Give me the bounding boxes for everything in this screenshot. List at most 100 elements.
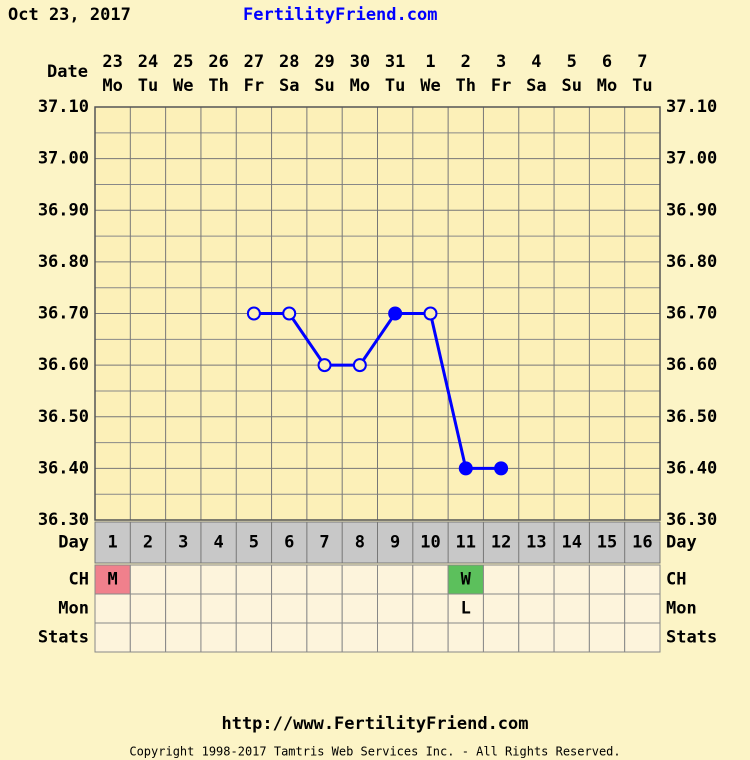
y2-tick-label: 36.60 [666, 355, 717, 375]
cycle-day: 3 [178, 533, 188, 553]
temperature-point [317, 358, 332, 373]
cycle-day: 14 [561, 533, 581, 553]
row-cell [518, 564, 555, 595]
plot-border [94, 106, 661, 521]
copyright: Copyright 1998-2017 Tamtris Web Services… [129, 745, 620, 759]
row-cell [553, 564, 590, 595]
cell-text: W [461, 570, 472, 590]
date-label: 31 [385, 52, 405, 72]
cycle-day: 16 [632, 533, 652, 553]
row-cell [94, 564, 131, 595]
row-cell [412, 593, 449, 624]
date-label: 30 [350, 52, 370, 72]
y2-tick-label: 36.70 [666, 304, 717, 324]
temperature-point [494, 461, 509, 476]
cycle-day: 8 [355, 533, 365, 553]
row-cell [624, 564, 661, 595]
row-label-right: Stats [666, 628, 717, 648]
y-tick-label: 36.60 [38, 355, 89, 375]
row-cell [412, 564, 449, 595]
cell-text: L [461, 599, 471, 619]
cycle-day: 10 [420, 533, 440, 553]
chart-date: Oct 23, 2017 [8, 5, 131, 25]
weekday-label: Su [561, 76, 581, 96]
cycle-day: 4 [213, 533, 223, 553]
weekday-label: Mo [102, 76, 122, 96]
row-cell [588, 564, 626, 595]
date-label: 6 [602, 52, 612, 72]
date-label: 27 [244, 52, 264, 72]
row-cell [377, 622, 414, 653]
weekday-label: Tu [138, 76, 158, 96]
y2-tick-label: 37.00 [666, 149, 717, 169]
y2-tick-label: 36.80 [666, 252, 717, 272]
cycle-day: 13 [526, 533, 546, 553]
cycle-day: 12 [491, 533, 511, 553]
row-cell [553, 593, 590, 624]
cell-text: M [108, 570, 118, 590]
weekday-label: Sa [279, 76, 299, 96]
y-tick-label: 36.30 [38, 510, 89, 530]
row-cell [588, 593, 626, 624]
row-label: Stats [38, 628, 89, 648]
row-cell [94, 622, 131, 653]
cycle-day: 15 [597, 533, 617, 553]
row-cell [235, 593, 273, 624]
y2-tick-label: 36.40 [666, 458, 717, 478]
row-cell [482, 564, 520, 595]
row-cell [447, 564, 484, 595]
date-label: 28 [279, 52, 299, 72]
date-label: 3 [496, 52, 506, 72]
row-cell [94, 593, 131, 624]
day-label: Day [58, 533, 89, 553]
row-cell [200, 622, 237, 653]
row-cell [200, 593, 237, 624]
row-cell [129, 593, 167, 624]
y-tick-label: 36.50 [38, 407, 89, 427]
row-cell [624, 593, 661, 624]
row-cell [271, 622, 308, 653]
y2-tick-label: 36.90 [666, 200, 717, 220]
row-cell [165, 564, 202, 595]
row-cell [624, 622, 661, 653]
cycle-day: 9 [390, 533, 400, 553]
temperature-point [388, 306, 403, 321]
y-tick-label: 37.10 [38, 97, 89, 117]
y-tick-label: 36.80 [38, 252, 89, 272]
row-cell [271, 564, 308, 595]
row-cell [165, 593, 202, 624]
weekday-label: Fr [244, 76, 264, 96]
row-cell [235, 622, 273, 653]
row-cell [412, 622, 449, 653]
row-cell [377, 564, 414, 595]
date-label: 4 [531, 52, 541, 72]
weekday-label: Th [456, 76, 476, 96]
weekday-label: We [173, 76, 193, 96]
y2-tick-label: 36.30 [666, 510, 717, 530]
row-label: Mon [58, 599, 89, 619]
row-cell [200, 564, 237, 595]
site-name: FertilityFriend.com [243, 5, 437, 25]
temperature-line [253, 312, 502, 470]
day-label-right: Day [666, 533, 697, 553]
weekday-label: Mo [597, 76, 617, 96]
row-cell [447, 622, 484, 653]
date-label: 1 [425, 52, 435, 72]
temperature-point [458, 461, 473, 476]
row-cell [271, 593, 308, 624]
date-label: 7 [637, 52, 647, 72]
date-label: 24 [138, 52, 158, 72]
row-cell [306, 593, 343, 624]
date-label: 2 [461, 52, 471, 72]
date-label: 5 [567, 52, 577, 72]
row-cell [306, 622, 343, 653]
row-cell [482, 593, 520, 624]
temperature-point [423, 306, 438, 321]
cycle-day: 5 [249, 533, 259, 553]
cycle-day: 6 [284, 533, 294, 553]
row-cell [165, 622, 202, 653]
temperature-point [282, 306, 297, 321]
temperature-point [246, 306, 261, 321]
